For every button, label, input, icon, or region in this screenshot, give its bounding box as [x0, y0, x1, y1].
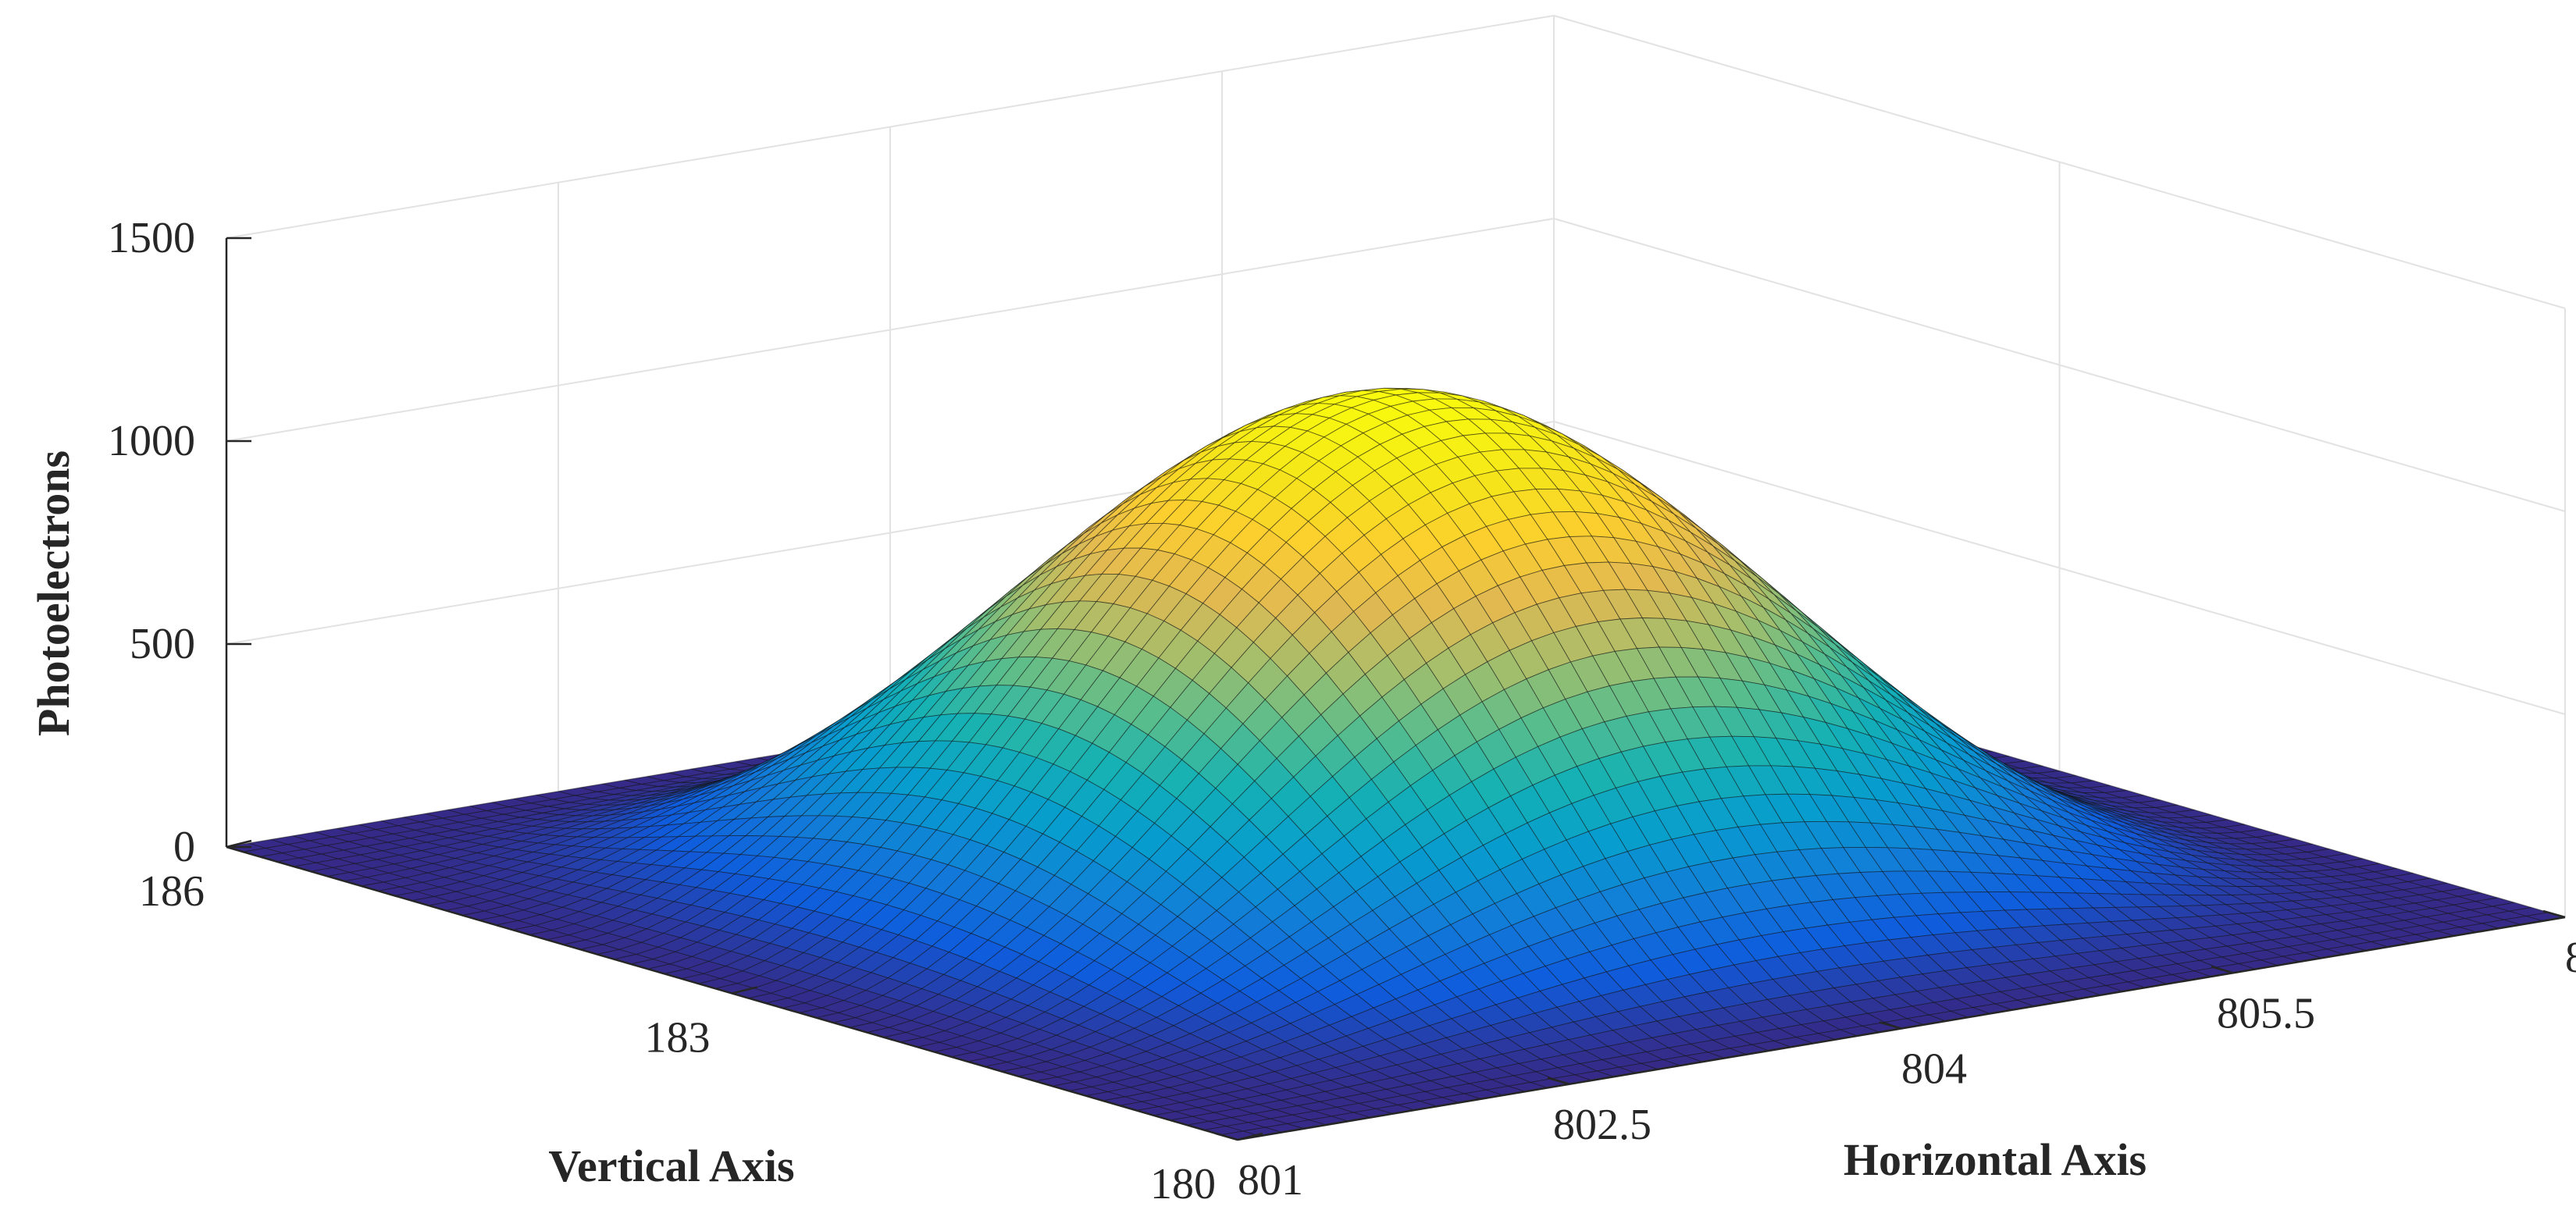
x-axis-title: Horizontal Axis — [1844, 1134, 2147, 1185]
z-tick-label: 500 — [130, 620, 195, 668]
x-tick-mark — [1215, 1132, 1238, 1141]
x-tick-mark — [1547, 1077, 1570, 1085]
y-tick-mark — [226, 839, 252, 849]
side-wall-gridline-z — [1553, 421, 2566, 715]
y-tick-label: 183 — [645, 1014, 711, 1062]
x-tick-label: 801 — [1238, 1156, 1303, 1205]
y-tick-label: 186 — [139, 867, 205, 916]
z-tick-label: 0 — [173, 823, 195, 871]
side-wall-gridline-z — [1553, 218, 2566, 512]
x-tick-label: 802.5 — [1553, 1101, 1651, 1149]
back-wall-gridline-z — [226, 15, 1555, 239]
z-tick-label: 1000 — [108, 417, 195, 465]
x-tick-label: 805.5 — [2217, 989, 2315, 1037]
x-tick-mark — [1879, 1021, 1902, 1030]
x-tick-mark — [2542, 909, 2566, 919]
x-tick-mark — [2211, 966, 2234, 974]
y-tick-mark — [1237, 1132, 1263, 1141]
x-tick-label: 807 — [2565, 934, 2576, 982]
y-tick-label: 180 — [1150, 1160, 1216, 1208]
axis-lines — [225, 237, 2566, 1141]
side-wall-gridline-z — [1553, 15, 2566, 309]
x-tick-label: 804 — [1901, 1045, 1967, 1094]
z-axis-title: Photoelectrons — [28, 450, 79, 736]
surface-mesh — [226, 387, 2566, 1141]
y-tick-mark — [732, 986, 757, 995]
z-tick-label: 1500 — [108, 214, 195, 262]
y-axis-title: Vertical Axis — [548, 1141, 794, 1191]
back-wall-gridline-z — [226, 218, 1555, 442]
